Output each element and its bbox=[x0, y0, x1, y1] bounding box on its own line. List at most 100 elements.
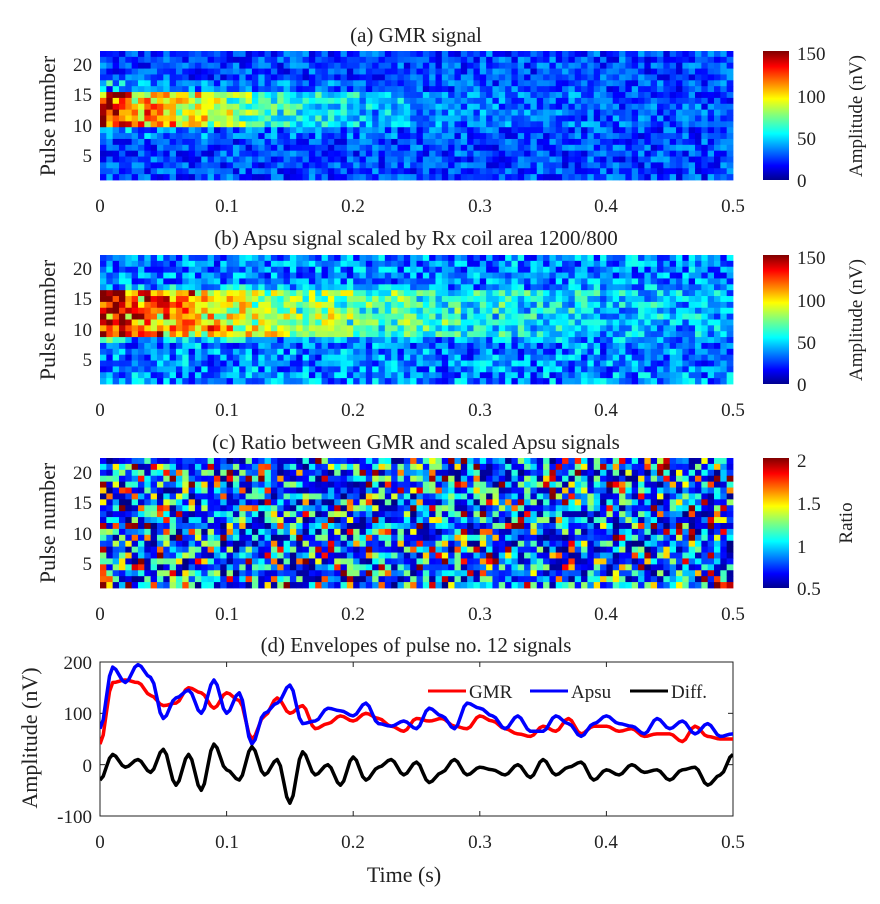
heatmap-cell bbox=[131, 481, 139, 488]
heatmap-cell bbox=[410, 458, 417, 465]
heatmap-cell bbox=[169, 121, 177, 128]
heatmap-cell bbox=[720, 475, 728, 483]
heatmap-cell bbox=[296, 372, 303, 379]
heatmap-cell bbox=[631, 296, 639, 303]
heatmap-cell bbox=[676, 463, 683, 471]
heatmap-cell bbox=[498, 260, 506, 268]
heatmap-cell bbox=[397, 97, 405, 105]
heatmap-cell bbox=[194, 174, 202, 181]
heatmap-cell bbox=[695, 109, 702, 116]
heatmap-cell bbox=[239, 360, 246, 367]
heatmap-cell bbox=[517, 109, 525, 116]
heatmap-cell bbox=[201, 115, 209, 122]
heatmap-cell bbox=[435, 337, 443, 344]
heatmap-cell bbox=[175, 372, 183, 379]
heatmap-cell bbox=[568, 68, 576, 75]
heatmap-cell bbox=[251, 174, 259, 181]
heatmap-cell bbox=[213, 103, 221, 111]
heatmap-cell bbox=[720, 325, 728, 332]
heatmap-cell bbox=[321, 144, 329, 152]
heatmap-cell bbox=[707, 156, 715, 163]
heatmap-cell bbox=[359, 307, 367, 315]
heatmap-cell bbox=[397, 313, 405, 320]
heatmap-cell bbox=[486, 80, 493, 87]
heatmap-cell bbox=[650, 260, 658, 268]
heatmap-cell bbox=[587, 74, 595, 81]
heatmap-cell bbox=[182, 360, 190, 367]
heatmap-cell bbox=[194, 307, 202, 315]
heatmap-cell bbox=[650, 168, 658, 175]
heatmap-cell bbox=[682, 342, 690, 350]
heatmap-cell bbox=[619, 51, 626, 58]
heatmap-cell bbox=[606, 56, 614, 64]
heatmap-cell bbox=[492, 121, 500, 128]
heatmap-cell bbox=[695, 290, 702, 297]
heatmap-cell bbox=[669, 80, 677, 87]
heatmap-cell bbox=[612, 138, 620, 146]
heatmap-cell bbox=[156, 360, 164, 367]
heatmap-cell bbox=[416, 150, 424, 157]
heatmap-cell bbox=[657, 62, 664, 69]
heatmap-cell bbox=[188, 150, 196, 157]
heatmap-cell bbox=[619, 342, 626, 350]
heatmap-cell bbox=[403, 290, 411, 297]
heatmap-cell bbox=[245, 150, 253, 157]
heatmap-cell bbox=[283, 174, 291, 181]
heatmap-cell bbox=[302, 360, 310, 367]
heatmap-cell bbox=[359, 469, 367, 477]
heatmap-cell bbox=[245, 103, 253, 111]
heatmap-cell bbox=[454, 150, 462, 157]
heatmap-cell bbox=[245, 378, 253, 385]
heatmap-cell bbox=[638, 86, 645, 93]
heatmap-cell bbox=[201, 278, 209, 285]
heatmap-cell bbox=[346, 284, 354, 291]
heatmap-cell bbox=[359, 378, 367, 385]
heatmap-cell bbox=[707, 74, 715, 81]
x-tick-label: 0.3 bbox=[468, 400, 492, 421]
heatmap-cell bbox=[169, 301, 177, 309]
heatmap-cell bbox=[283, 319, 291, 326]
heatmap-cell bbox=[574, 168, 582, 175]
heatmap-cell bbox=[340, 115, 348, 122]
heatmap-cell bbox=[600, 272, 607, 279]
heatmap-cell bbox=[714, 366, 721, 373]
heatmap-cell bbox=[207, 272, 215, 279]
heatmap-cell bbox=[574, 133, 582, 140]
heatmap-cell bbox=[296, 475, 303, 483]
heatmap-cell bbox=[492, 284, 500, 291]
heatmap-cell bbox=[663, 278, 671, 285]
heatmap-cell bbox=[549, 168, 557, 175]
heatmap-cell bbox=[391, 62, 398, 69]
heatmap-cell bbox=[100, 174, 107, 181]
heatmap-cell bbox=[118, 115, 126, 122]
heatmap-cell bbox=[353, 307, 360, 315]
x-tick-label: 0.2 bbox=[341, 196, 365, 217]
heatmap-cell bbox=[100, 62, 107, 69]
heatmap-cell bbox=[365, 469, 373, 477]
heatmap-cell bbox=[511, 156, 519, 163]
heatmap-cell bbox=[213, 115, 221, 122]
heatmap-cell bbox=[270, 325, 278, 332]
heatmap-cell bbox=[486, 260, 493, 268]
heatmap-cell bbox=[226, 74, 234, 81]
heatmap-cell bbox=[315, 481, 322, 488]
heatmap-cell bbox=[435, 290, 443, 297]
heatmap-cell bbox=[467, 86, 474, 93]
heatmap-cell bbox=[270, 337, 278, 344]
heatmap-cell bbox=[600, 150, 607, 157]
heatmap-cell bbox=[283, 144, 291, 152]
heatmap-cell bbox=[435, 103, 443, 111]
heatmap-cell bbox=[156, 463, 164, 471]
heatmap-cell bbox=[606, 109, 614, 116]
heatmap-cell bbox=[574, 378, 582, 385]
heatmap-cell bbox=[695, 301, 702, 309]
heatmap-cell bbox=[498, 313, 506, 320]
heatmap-cell bbox=[631, 342, 639, 350]
heatmap-cell bbox=[302, 301, 310, 309]
heatmap-cell bbox=[486, 62, 493, 69]
heatmap-cell bbox=[283, 487, 291, 494]
heatmap-cell bbox=[112, 109, 120, 116]
heatmap-cell bbox=[315, 168, 322, 175]
heatmap-cell bbox=[258, 372, 265, 379]
heatmap-cell bbox=[175, 97, 183, 105]
